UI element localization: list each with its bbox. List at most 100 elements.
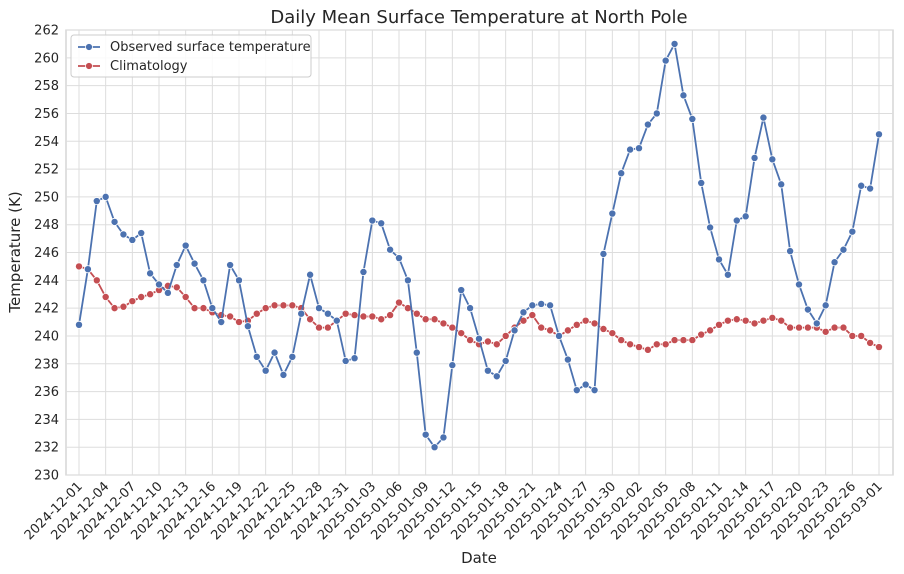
- y-tick-label: 258: [34, 79, 59, 94]
- data-point-climatology: [723, 316, 732, 325]
- y-tick-label: 254: [34, 135, 59, 150]
- data-point-observed: [439, 433, 448, 442]
- data-point-climatology: [617, 336, 626, 345]
- data-point-observed: [688, 115, 697, 124]
- data-point-observed: [857, 181, 866, 190]
- y-tick-label: 232: [34, 441, 59, 456]
- data-point-climatology: [563, 326, 572, 335]
- data-point-climatology: [137, 292, 146, 301]
- series-layer: [75, 39, 884, 452]
- data-point-observed: [821, 301, 830, 310]
- y-tick-label: 256: [34, 107, 59, 122]
- data-point-observed: [119, 230, 128, 239]
- data-point-climatology: [679, 336, 688, 345]
- data-point-climatology: [92, 276, 101, 285]
- data-point-observed: [368, 216, 377, 225]
- data-point-climatology: [626, 340, 635, 349]
- y-tick-label: 242: [34, 302, 59, 317]
- data-point-climatology: [501, 331, 510, 340]
- data-point-climatology: [190, 304, 199, 313]
- data-point-observed: [563, 355, 572, 364]
- data-point-climatology: [795, 323, 804, 332]
- y-tick-labels: 230 232 234 236 238 240 242 244 246 248 250 252 254 2…: [34, 24, 59, 484]
- data-point-climatology: [394, 298, 403, 307]
- data-point-observed: [199, 276, 208, 285]
- data-point-climatology: [75, 262, 84, 271]
- data-point-observed: [626, 145, 635, 154]
- data-point-climatology: [599, 324, 608, 333]
- data-point-climatology: [234, 318, 243, 327]
- data-point-observed: [323, 309, 332, 318]
- legend-observed-marker: [85, 43, 93, 51]
- data-point-observed: [466, 304, 475, 313]
- data-point-observed: [288, 352, 297, 361]
- y-tick-label: 252: [34, 163, 59, 178]
- data-point-observed: [474, 334, 483, 343]
- data-point-observed: [217, 318, 226, 327]
- data-point-observed: [537, 299, 546, 308]
- data-point-observed: [608, 209, 617, 218]
- data-point-climatology: [181, 292, 190, 301]
- data-point-climatology: [466, 336, 475, 345]
- data-point-climatology: [590, 319, 599, 328]
- data-point-climatology: [128, 297, 137, 306]
- data-point-observed: [528, 301, 537, 310]
- data-point-observed: [866, 184, 875, 193]
- data-point-climatology: [643, 345, 652, 354]
- data-point-observed: [697, 178, 706, 187]
- data-point-observed: [332, 316, 341, 325]
- data-point-observed: [848, 227, 857, 236]
- data-point-observed: [386, 245, 395, 254]
- data-point-observed: [163, 288, 172, 297]
- data-point-observed: [190, 259, 199, 268]
- y-tick-label: 248: [34, 218, 59, 233]
- data-point-observed: [403, 276, 412, 285]
- data-point-climatology: [750, 319, 759, 328]
- data-point-climatology: [715, 320, 724, 329]
- data-point-climatology: [670, 336, 679, 345]
- data-point-climatology: [359, 312, 368, 321]
- data-point-observed: [457, 286, 466, 295]
- data-point-observed: [412, 348, 421, 357]
- data-point-observed: [501, 356, 510, 365]
- data-point-observed: [590, 386, 599, 395]
- data-point-climatology: [786, 323, 795, 332]
- data-point-observed: [243, 322, 252, 331]
- data-point-observed: [635, 144, 644, 153]
- data-point-climatology: [848, 331, 857, 340]
- data-point-climatology: [226, 312, 235, 321]
- y-tick-label: 262: [34, 24, 59, 39]
- data-point-climatology: [706, 326, 715, 335]
- data-point-climatology: [821, 327, 830, 336]
- data-point-climatology: [759, 316, 768, 325]
- chart-title: Daily Mean Surface Temperature at North …: [270, 7, 687, 28]
- data-point-climatology: [421, 315, 430, 324]
- data-point-observed: [519, 308, 528, 317]
- data-point-climatology: [252, 309, 261, 318]
- data-point-climatology: [119, 302, 128, 311]
- data-point-climatology: [261, 304, 270, 313]
- data-point-observed: [741, 212, 750, 221]
- data-point-climatology: [146, 290, 155, 299]
- data-point-observed: [723, 270, 732, 279]
- data-point-observed: [706, 223, 715, 232]
- y-tick-label: 250: [34, 190, 59, 205]
- data-point-climatology: [457, 329, 466, 338]
- data-point-observed: [350, 354, 359, 363]
- data-point-observed: [572, 386, 581, 395]
- series-climatology: [75, 262, 884, 354]
- data-point-observed: [279, 370, 288, 379]
- data-point-observed: [181, 241, 190, 250]
- data-point-observed: [830, 258, 839, 267]
- legend-box: [70, 34, 312, 78]
- data-point-climatology: [314, 323, 323, 332]
- data-point-observed: [270, 348, 279, 357]
- data-point-observed: [555, 331, 564, 340]
- data-point-observed: [306, 270, 315, 279]
- y-tick-label: 236: [34, 385, 59, 400]
- data-point-climatology: [448, 323, 457, 332]
- data-point-climatology: [430, 315, 439, 324]
- data-point-observed: [510, 326, 519, 335]
- x-tick-labels: 2024-12-012024-12-042024-12-072024-12-10…: [22, 479, 886, 543]
- data-point-climatology: [546, 326, 555, 335]
